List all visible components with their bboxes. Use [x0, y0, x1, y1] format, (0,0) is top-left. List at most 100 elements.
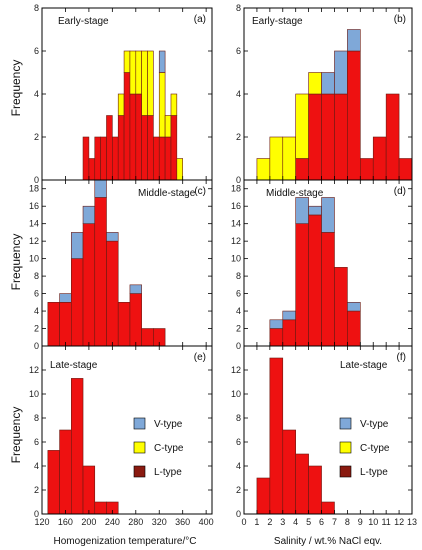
- stage-label: Middle-stage: [138, 188, 196, 199]
- y-tick-label: 14: [29, 219, 39, 229]
- y-tick-label: 18: [29, 184, 39, 194]
- bar-l-type: [123, 72, 131, 181]
- bar-l-type: [88, 158, 96, 181]
- bar-l-type: [334, 267, 348, 347]
- bar-v-type: [321, 72, 335, 95]
- legend-swatch: [339, 417, 352, 430]
- panel-label: (f): [397, 352, 406, 363]
- bar-c-type: [295, 93, 309, 159]
- y-tick-label: 0: [236, 175, 241, 185]
- bar-l-type: [360, 158, 374, 181]
- bar-v-type: [347, 29, 361, 52]
- y-tick-label: 10: [29, 254, 39, 264]
- stage-label: Late-stage: [340, 360, 388, 371]
- bar-l-type: [308, 214, 322, 347]
- stage-label: Early-stage: [58, 16, 109, 27]
- y-axis-label-top: Frequency: [9, 60, 23, 117]
- bar-l-type: [256, 477, 271, 515]
- legend-label: C-type: [154, 443, 184, 454]
- x-tick-label: 8: [345, 517, 350, 527]
- x-axis-label-right: Salinity / wt.% NaCl eqv.: [274, 536, 382, 547]
- bar-l-type: [141, 115, 148, 181]
- y-tick-label: 0: [236, 509, 241, 519]
- bar-c-type: [256, 158, 271, 181]
- bar-l-type: [398, 158, 413, 181]
- stage-label: Late-stage: [50, 360, 98, 371]
- x-tick-label: 12: [394, 517, 404, 527]
- y-tick-label: 8: [236, 3, 241, 13]
- y-tick-label: 16: [29, 201, 39, 211]
- y-tick-label: 18: [231, 184, 241, 194]
- bar-l-type: [321, 93, 335, 181]
- y-tick-label: 4: [236, 89, 241, 99]
- x-tick-label: 10: [368, 517, 378, 527]
- x-tick-label: 4: [293, 517, 298, 527]
- panel-label: (d): [394, 186, 406, 197]
- bar-l-type: [321, 232, 335, 347]
- bar-l-type: [158, 136, 166, 181]
- panel-label: (b): [394, 14, 406, 25]
- y-tick-label: 6: [236, 437, 241, 447]
- x-tick-label: 13: [407, 517, 417, 527]
- x-tick-label: 320: [152, 517, 167, 527]
- bar-l-type: [282, 319, 296, 347]
- bar-v-type: [94, 179, 107, 198]
- panel-frame: [243, 345, 413, 515]
- bar-c-type: [176, 158, 183, 181]
- bar-v-type: [71, 232, 84, 259]
- panel-label: (a): [194, 14, 206, 25]
- y-tick-label: 2: [236, 132, 241, 142]
- x-tick-label: 240: [105, 517, 120, 527]
- legend: V-type C-type L-type: [133, 417, 184, 478]
- y-tick-label: 0: [34, 175, 39, 185]
- bar-c-type: [123, 50, 131, 73]
- bar-l-type: [94, 136, 101, 181]
- y-tick-label: 2: [236, 324, 241, 334]
- panel-label: (e): [194, 352, 206, 363]
- bar-l-type: [71, 258, 84, 347]
- y-tick-label: 8: [236, 413, 241, 423]
- panels-group: 0 2 4 6 8 Early-stage (a) 0 2 4 6 8 Early-stage (b) 0 2…: [29, 3, 417, 527]
- bar-l-type: [106, 115, 113, 181]
- bar-c-type: [308, 72, 322, 95]
- bar-v-type: [129, 284, 142, 294]
- bar-l-type: [147, 115, 154, 181]
- bar-c-type: [158, 72, 166, 138]
- bar-l-type: [308, 465, 322, 515]
- panel-label: (c): [194, 186, 206, 197]
- y-tick-label: 6: [236, 46, 241, 56]
- x-tick-label: 7: [332, 517, 337, 527]
- x-tick-label: 280: [128, 517, 143, 527]
- legend-swatch: [339, 465, 352, 478]
- bar-l-type: [129, 293, 142, 347]
- legend-swatch: [133, 465, 146, 478]
- bar-c-type: [129, 50, 137, 95]
- y-tick-label: 4: [236, 306, 241, 316]
- y-tick-label: 4: [34, 306, 39, 316]
- panel-c: 0 2 4 6 8 10 12 14 16 18 Middle-stage (c): [29, 179, 213, 351]
- bar-c-type: [147, 50, 154, 116]
- bar-l-type: [295, 223, 309, 347]
- bar-l-type: [94, 501, 107, 515]
- legend-label: L-type: [154, 467, 182, 478]
- bar-v-type: [347, 302, 361, 312]
- panel-e: 0 2 4 6 8 10 12 120 160 200 240 280 320 360 400 Late-st…: [29, 345, 214, 527]
- y-tick-label: 6: [34, 289, 39, 299]
- bar-l-type: [164, 136, 172, 181]
- y-tick-label: 4: [34, 89, 39, 99]
- y-axis-label-middle: Frequency: [9, 234, 23, 291]
- panel-d: 0 2 4 6 8 10 12 14 16 18 Middle-stage (d): [231, 179, 413, 351]
- y-tick-label: 4: [34, 461, 39, 471]
- panel-a: 0 2 4 6 8 Early-stage (a): [34, 3, 213, 185]
- stage-label: Middle-stage: [266, 188, 324, 199]
- bar-l-type: [59, 429, 72, 515]
- y-tick-label: 0: [34, 341, 39, 351]
- bar-l-type: [47, 450, 60, 515]
- panel-b: 0 2 4 6 8 Early-stage (b): [236, 3, 413, 185]
- legend-swatch: [133, 441, 146, 454]
- y-tick-label: 2: [34, 485, 39, 495]
- panel-frame: [41, 345, 213, 515]
- x-tick-label: 5: [306, 517, 311, 527]
- x-tick-label: 2: [267, 517, 272, 527]
